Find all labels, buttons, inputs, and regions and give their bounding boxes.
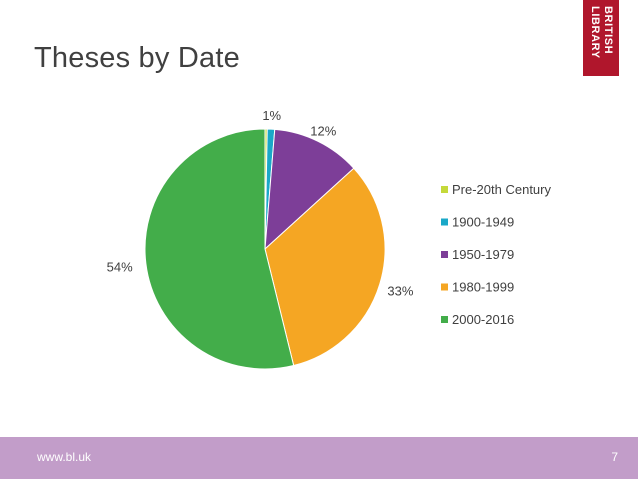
data-label: 12% (310, 124, 336, 139)
data-label: 33% (387, 283, 413, 298)
slide-title: Theses by Date (34, 42, 240, 74)
british-library-logo: BRITISH LIBRARY (583, 0, 619, 76)
data-label: 54% (107, 260, 133, 275)
pie-slice-1950-1979 (264, 128, 355, 251)
legend-label: 1950-1979 (452, 247, 514, 262)
pie-slice-1980-1999 (264, 167, 386, 367)
legend-swatch (441, 316, 448, 323)
legend-swatch (441, 218, 448, 226)
legend-swatch (441, 186, 448, 193)
data-label: 1% (262, 108, 281, 123)
legend-swatch (441, 251, 448, 258)
pie-slice-2000-2016 (144, 128, 295, 370)
legend-label: 1980-1999 (452, 280, 514, 295)
page-number: 7 (611, 450, 618, 464)
footer-bar: www.bl.uk 7 (0, 437, 638, 479)
footer-url: www.bl.uk (37, 450, 92, 464)
legend-label: 2000-2016 (452, 312, 514, 327)
legend-label: Pre-20th Century (452, 182, 551, 197)
legend-label: 1900-1949 (452, 215, 514, 230)
pie-chart: 1% 12% 33% 54% Pre-20th Century 1900-1949 1950… (107, 108, 551, 370)
legend-swatch (441, 283, 448, 291)
